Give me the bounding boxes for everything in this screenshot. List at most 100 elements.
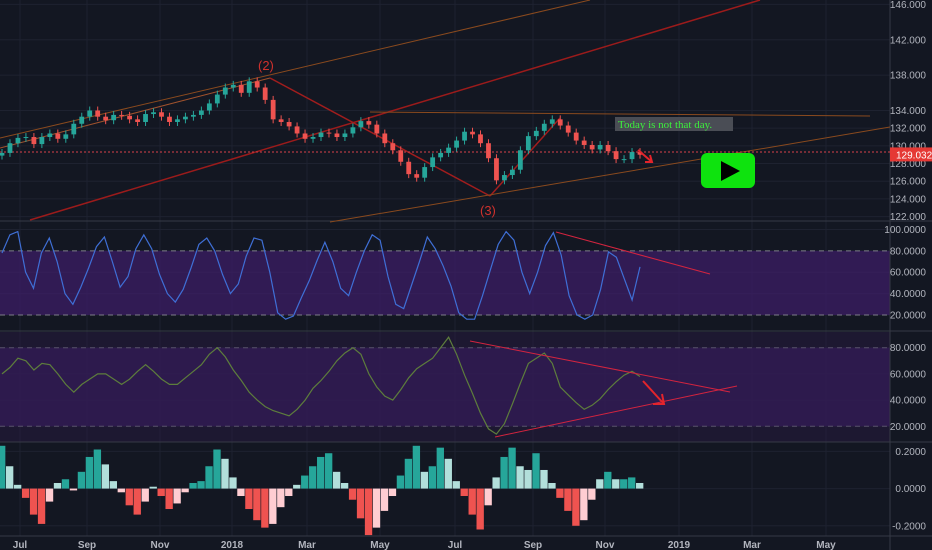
histogram-bar <box>548 482 556 489</box>
histogram-bar <box>588 488 596 500</box>
price-y-tick: 128.000 <box>890 159 927 170</box>
oscillator-2-band <box>0 347 890 427</box>
note-text: Today is not that day. <box>618 119 712 131</box>
x-tick: Sep <box>78 540 96 550</box>
candle <box>470 127 475 139</box>
note-box[interactable] <box>615 117 733 131</box>
candle <box>565 121 571 137</box>
candle <box>406 157 412 179</box>
candle <box>517 146 523 174</box>
x-tick: Sep <box>524 540 542 550</box>
candle <box>557 115 563 130</box>
candle <box>502 171 507 185</box>
candle <box>525 132 531 155</box>
candle <box>127 111 132 124</box>
price-y-tick: 138.000 <box>890 71 927 82</box>
x-tick: Mar <box>743 540 761 550</box>
candle <box>549 115 555 128</box>
price-y-tick: 142.000 <box>890 35 927 46</box>
histogram-bar <box>77 471 86 489</box>
candle <box>597 140 603 154</box>
candle <box>167 112 172 126</box>
histogram-bar <box>380 488 389 511</box>
candle <box>621 155 627 164</box>
price-y-tick: 130.000 <box>890 141 927 152</box>
candle <box>71 119 77 139</box>
histogram-bar <box>21 488 30 498</box>
candle <box>494 154 499 185</box>
candle <box>326 128 332 138</box>
price-y-tick: 146.000 <box>890 0 927 11</box>
candle <box>629 148 635 164</box>
candle <box>454 136 459 152</box>
histogram-bar <box>253 488 261 521</box>
candle <box>589 140 595 154</box>
candle <box>119 110 125 120</box>
oscillator-2-y-tick: 80.0000 <box>890 343 927 354</box>
price-y-tick: 122.000 <box>890 212 927 223</box>
price-y-tick: 126.000 <box>890 177 927 188</box>
x-tick: May <box>370 540 390 550</box>
histogram-bar <box>277 488 285 508</box>
histogram-bar <box>245 488 253 510</box>
x-tick: 2018 <box>221 540 244 550</box>
candle <box>0 148 5 160</box>
candle <box>175 115 180 126</box>
candle <box>191 110 196 121</box>
histogram-bar <box>5 466 14 489</box>
histogram-bar <box>101 464 110 489</box>
histogram-bar <box>309 466 317 489</box>
histogram-bar <box>348 488 357 500</box>
candle <box>270 95 276 124</box>
histogram-bar <box>508 447 516 489</box>
x-tick: 2019 <box>668 540 691 550</box>
candle <box>414 170 420 182</box>
histogram-bar <box>404 458 413 489</box>
osc2-upper-trendline[interactable] <box>469 340 731 393</box>
histogram-bar <box>157 488 165 497</box>
histogram-bars <box>0 445 644 536</box>
histogram-bar <box>229 477 237 489</box>
trendline-red-rising[interactable] <box>29 0 761 221</box>
candle <box>262 83 268 104</box>
candle <box>366 117 372 129</box>
candle <box>637 148 643 159</box>
osc1-trendline[interactable] <box>555 231 711 275</box>
candle <box>374 120 380 138</box>
oscillator-1-y-tick: 20.0000 <box>890 310 927 321</box>
histogram-bar <box>468 488 476 515</box>
histogram-bar <box>388 488 397 497</box>
candle <box>278 115 284 126</box>
histogram-bar <box>237 488 245 497</box>
oscillator-1-y-tick: 60.0000 <box>890 268 927 279</box>
histogram-bar <box>213 449 221 489</box>
histogram-bar <box>556 488 564 498</box>
histogram-bar <box>436 447 444 489</box>
histogram-bar <box>396 475 405 489</box>
oscillator-1-line <box>1 230 641 320</box>
wave-line-2-to-3[interactable] <box>269 77 491 197</box>
histogram-bar <box>29 488 38 515</box>
channel-lower-line[interactable] <box>329 126 891 223</box>
candle <box>398 146 404 166</box>
x-tick: May <box>816 540 836 550</box>
osc2-arrow-icon <box>642 380 666 405</box>
candle <box>95 106 101 121</box>
histogram-bar <box>356 488 365 519</box>
histogram-y-tick: 0.2000 <box>895 447 926 458</box>
candle <box>15 133 21 148</box>
histogram-bar <box>61 479 70 489</box>
osc2-lower-trendline[interactable] <box>494 385 738 438</box>
histogram-bar <box>221 458 229 489</box>
candle <box>254 77 260 92</box>
histogram-bar <box>269 488 277 524</box>
candle <box>581 136 587 149</box>
horizontal-resistance[interactable] <box>369 111 871 117</box>
wave-line-3-up[interactable] <box>489 117 561 197</box>
candle <box>79 112 85 128</box>
histogram-bar <box>133 488 141 515</box>
histogram-bar <box>45 488 54 502</box>
histogram-bar <box>13 484 22 489</box>
candle <box>159 108 164 121</box>
